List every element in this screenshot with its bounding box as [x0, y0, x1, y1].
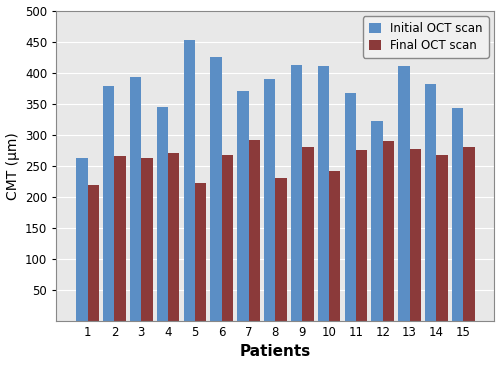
Bar: [425, 84, 436, 321]
Bar: [318, 66, 329, 321]
Bar: [372, 121, 383, 321]
Bar: [264, 79, 276, 321]
Bar: [168, 153, 179, 321]
Bar: [356, 150, 367, 321]
Bar: [329, 172, 340, 321]
Bar: [103, 86, 115, 321]
Bar: [141, 158, 152, 321]
Bar: [436, 155, 448, 321]
Bar: [114, 157, 126, 321]
Bar: [398, 66, 409, 321]
Bar: [410, 149, 421, 321]
Bar: [344, 93, 356, 321]
Bar: [248, 140, 260, 321]
Bar: [452, 108, 464, 321]
Bar: [76, 158, 88, 321]
Bar: [291, 65, 302, 321]
X-axis label: Patients: Patients: [240, 345, 311, 360]
Bar: [195, 183, 206, 321]
Bar: [210, 57, 222, 321]
Bar: [238, 91, 248, 321]
Bar: [276, 178, 286, 321]
Bar: [130, 77, 141, 321]
Bar: [222, 155, 233, 321]
Bar: [88, 185, 99, 321]
Y-axis label: CMT (μm): CMT (μm): [6, 132, 20, 200]
Bar: [383, 141, 394, 321]
Bar: [464, 147, 474, 321]
Bar: [302, 147, 314, 321]
Legend: Initial OCT scan, Final OCT scan: Initial OCT scan, Final OCT scan: [363, 16, 488, 58]
Bar: [184, 41, 195, 321]
Bar: [157, 107, 168, 321]
